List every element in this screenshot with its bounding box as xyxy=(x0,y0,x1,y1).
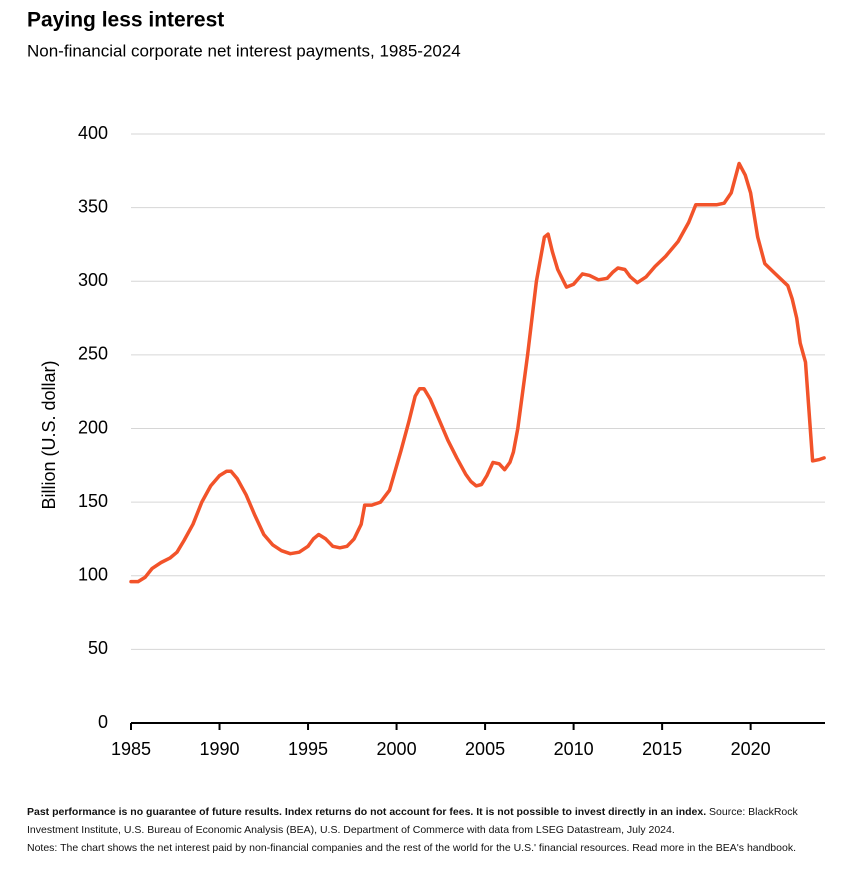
x-tick-label: 1990 xyxy=(199,739,239,759)
y-tick-label: 50 xyxy=(88,638,108,658)
y-tick-label: 150 xyxy=(78,491,108,511)
y-tick-label: 200 xyxy=(78,417,108,437)
source: Source: BlackRock Investment Institute, … xyxy=(27,806,798,836)
y-tick-label: 350 xyxy=(78,196,108,216)
chart-subtitle: Non-financial corporate net interest pay… xyxy=(27,41,461,60)
x-tick-label: 1995 xyxy=(288,739,328,759)
x-tick-label: 2005 xyxy=(465,739,505,759)
chart-title: Paying less interest xyxy=(27,9,224,32)
footnote: Past performance is no guarantee of futu… xyxy=(27,803,839,857)
x-tick-label: 2020 xyxy=(731,739,771,759)
x-tick-label: 2000 xyxy=(377,739,417,759)
y-axis-label: Billion (U.S. dollar) xyxy=(39,360,59,509)
disclaimer: Past performance is no guarantee of futu… xyxy=(27,806,707,818)
y-tick-label: 0 xyxy=(98,712,108,732)
x-tick-label: 1985 xyxy=(111,739,151,759)
chart: Paying less interest Non-financial corpo… xyxy=(27,9,826,759)
y-tick-label: 100 xyxy=(78,565,108,585)
x-tick-label: 2010 xyxy=(554,739,594,759)
y-tick-label: 400 xyxy=(78,123,108,143)
y-tick-label: 300 xyxy=(78,270,108,290)
x-tick-label: 2015 xyxy=(642,739,682,759)
data-line xyxy=(129,161,826,584)
notes: Notes: The chart shows the net interest … xyxy=(27,842,796,854)
y-tick-label: 250 xyxy=(78,344,108,364)
source-text: Past performance is no guarantee of futu… xyxy=(27,803,839,839)
